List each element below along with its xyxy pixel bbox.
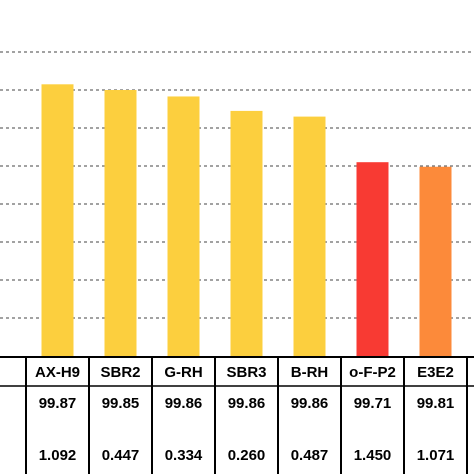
table-cell-row1: 99.71 bbox=[354, 395, 392, 412]
bar-b-rh bbox=[293, 116, 326, 356]
bars bbox=[41, 84, 452, 357]
category-label: o-F-P2 bbox=[349, 364, 396, 381]
table-cell-row2: 1.071 bbox=[417, 447, 455, 464]
table-cell-row2: 0.487 bbox=[291, 447, 329, 464]
table-cell-row2: 0.260 bbox=[228, 447, 266, 464]
category-label: AX-H9 bbox=[35, 364, 80, 381]
category-label: SBR2 bbox=[100, 364, 140, 381]
table-cell-row1: 99.86 bbox=[165, 395, 203, 412]
bar-ax-h9 bbox=[41, 84, 74, 357]
category-label: G-RH bbox=[164, 364, 202, 381]
data-table: N3AX-H9SBR2G-RHSBR3B-RHo-F-P2E3E28799.87… bbox=[0, 356, 474, 474]
bar-sbr3 bbox=[230, 110, 263, 357]
table-cell-row2: 1.450 bbox=[354, 447, 392, 464]
bar-g-rh bbox=[167, 96, 200, 357]
gridlines bbox=[0, 51, 474, 319]
table-cell-row2: 0.447 bbox=[102, 447, 140, 464]
category-label: SBR3 bbox=[226, 364, 266, 381]
table-cell-row1: 99.85 bbox=[102, 395, 140, 412]
table-cell-row1: 99.81 bbox=[417, 395, 455, 412]
table-cell-row1: 99.86 bbox=[291, 395, 329, 412]
bar-o-f-p2 bbox=[356, 162, 389, 356]
bar-sbr2 bbox=[104, 90, 137, 356]
table-cell-row1: 99.87 bbox=[39, 395, 77, 412]
category-label: E3E2 bbox=[417, 364, 454, 381]
bar-e3e2 bbox=[419, 166, 452, 356]
category-label: B-RH bbox=[291, 364, 329, 381]
table-cell-row2: 1.092 bbox=[39, 447, 77, 464]
table-cell-row1: 99.86 bbox=[228, 395, 266, 412]
table-cell-row2: 0.334 bbox=[165, 447, 203, 464]
